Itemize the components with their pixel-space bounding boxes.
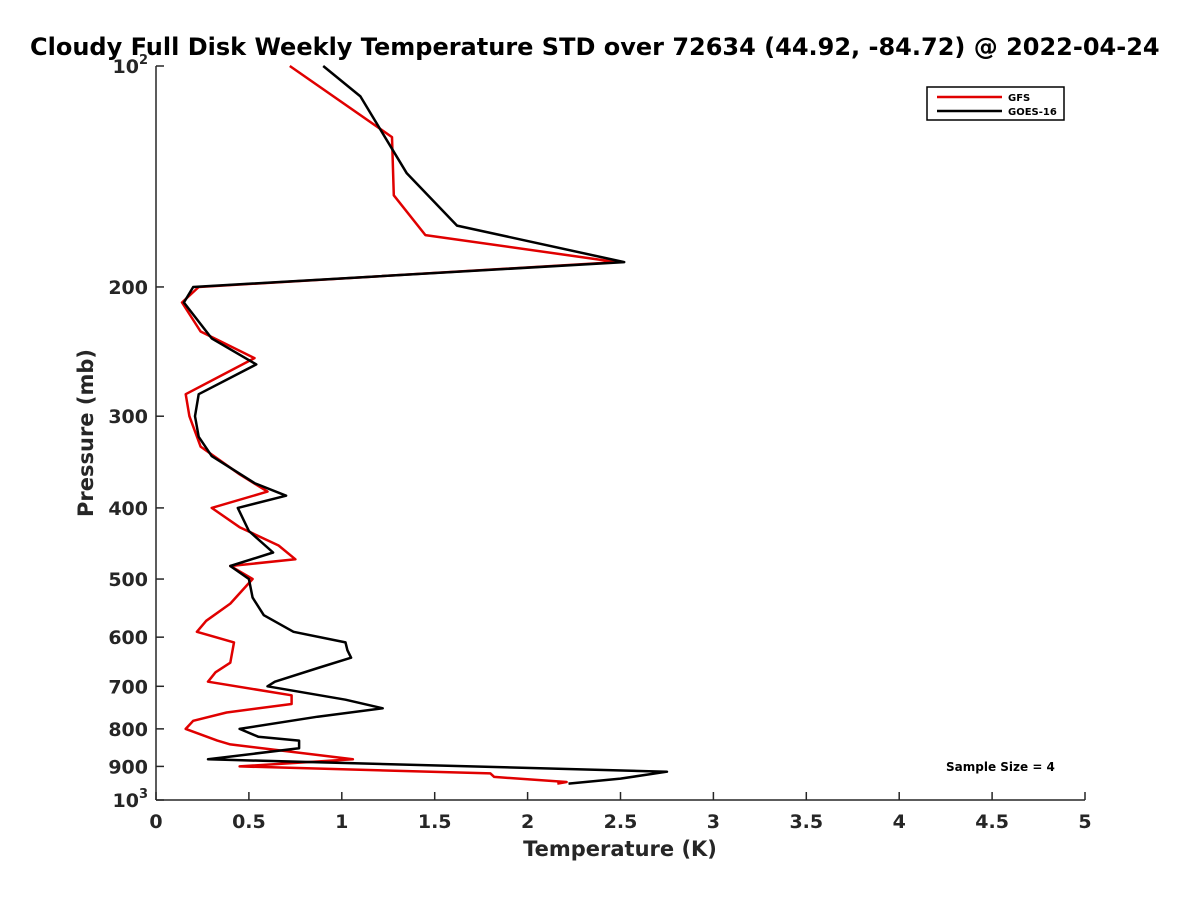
x-tick-label: 3.5 [789,811,823,833]
legend: GFS GOES-16 [926,86,1065,121]
legend-label-goes16: GOES-16 [1008,107,1057,118]
x-ticks: 0 0.5 1 1.5 2 2.5 3 3.5 4 4.5 5 [149,792,1092,833]
plot-axes: 0 0.5 1 1.5 2 2.5 3 3.5 4 4.5 5 102200300400500600… [108,53,1091,833]
x-tick-label: 4 [893,811,906,833]
y-tick-label: 800 [108,719,148,741]
x-tick-label: 4.5 [975,811,1009,833]
y-tick-label: 500 [108,569,148,591]
series-layer [180,64,669,785]
chart-title: Cloudy Full Disk Weekly Temperature STD … [30,33,1160,61]
sample-size-annotation: Sample Size = 4 [946,760,1055,774]
x-tick-label: 3 [707,811,720,833]
series-line-goes16 [182,65,669,785]
y-tick-label: 400 [108,498,148,520]
y-tick-exponent: 3 [139,787,148,802]
y-tick-label: 300 [108,406,148,428]
x-tick-label: 0 [149,811,162,833]
legend-box [926,86,1065,121]
y-tick-label: 103 [113,787,149,812]
x-tick-label: 2 [521,811,534,833]
x-tick-label: 1.5 [418,811,452,833]
x-tick-label: 1 [335,811,348,833]
y-tick-base: 10 [113,790,139,812]
x-axis-label: Temperature (K) [523,837,717,861]
legend-label-gfs: GFS [1008,93,1030,104]
y-tick-label: 600 [108,627,148,649]
y-tick-label: 200 [108,277,148,299]
y-tick-label: 700 [108,676,148,698]
y-tick-label: 102 [113,53,149,78]
y-axis-label: Pressure (mb) [74,349,98,517]
x-tick-label: 0.5 [232,811,266,833]
y-tick-label: 900 [108,756,148,778]
series-line-gfs [180,64,619,785]
y-tick-exponent: 2 [139,53,148,68]
x-tick-label: 5 [1078,811,1091,833]
y-tick-base: 10 [113,56,139,78]
x-tick-label: 2.5 [604,811,638,833]
